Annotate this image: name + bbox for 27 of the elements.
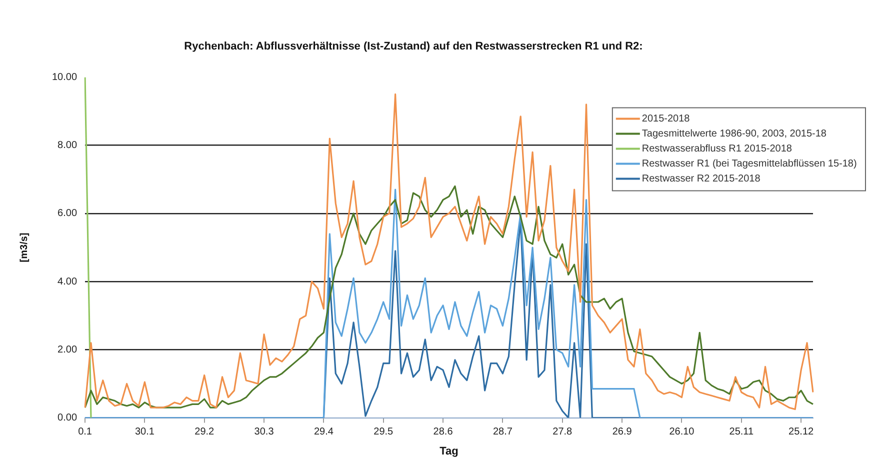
x-tick-label: 25.12 [788, 426, 814, 438]
x-tick-label: 28.6 [433, 426, 454, 438]
x-tick-label: 25.11 [729, 426, 754, 438]
y-tick-label: 10.00 [52, 72, 78, 83]
x-axis-title: Tag [440, 445, 458, 458]
x-tick-label: 26.9 [612, 426, 632, 438]
x-tick-label: 0.1 [78, 426, 92, 438]
y-axis-title: [m3/s] [18, 232, 30, 262]
x-tick-label: 26.10 [669, 426, 695, 438]
legend-label: Restwasser R2 2015-2018 [642, 173, 761, 184]
chart-title: Rychenbach: Abflussverhältnisse (Ist-Zustand) auf den Restwasserstrecken R1 und R2: [184, 40, 643, 53]
x-tick-label: 30.1 [134, 426, 155, 438]
x-tick-label: 28.7 [492, 426, 513, 438]
y-tick-label: 6.00 [58, 208, 78, 220]
x-tick-label: 29.5 [374, 426, 394, 438]
legend-label: Restwasser R1 (bei Tagesmittelabflüssen 15-18) [642, 158, 857, 170]
legend-label: Restwasserabfluss R1 2015-2018 [642, 143, 792, 154]
y-tick-label: 2.00 [58, 344, 78, 356]
legend-label: Tagesmittelwerte 1986-90, 2003, 2015-18 [642, 128, 827, 140]
legend-label: 2015-2018 [642, 113, 690, 124]
y-tick-label: 4.00 [58, 276, 78, 288]
x-tick-label: 29.2 [194, 426, 215, 438]
y-tick-label: 0.00 [58, 412, 78, 424]
x-tick-label: 30.3 [254, 426, 274, 438]
y-tick-label: 8.00 [58, 140, 78, 152]
x-tick-label: 29.4 [314, 426, 334, 438]
x-tick-label: 27.8 [552, 426, 573, 438]
